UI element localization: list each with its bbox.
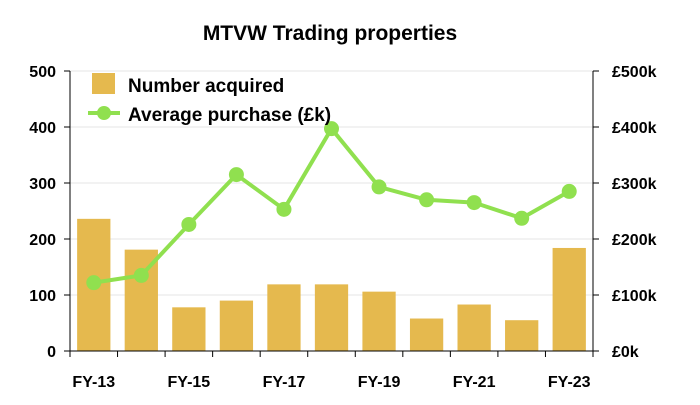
y-right-tick-label: £400k [612, 120, 657, 137]
y-right-tick-label: £300k [612, 176, 657, 193]
line-series [86, 121, 577, 291]
axes [64, 70, 599, 357]
legend-swatch-marker [97, 106, 111, 120]
bar [457, 304, 491, 351]
bar [409, 318, 444, 351]
bar-series [77, 218, 586, 351]
y-left-tick-label: 0 [47, 344, 56, 361]
y-right-tick-label: £500k [612, 64, 657, 81]
bar [219, 300, 254, 351]
bar [124, 249, 158, 351]
y-left-tick-label: 500 [29, 64, 56, 81]
x-tick-label: FY-19 [358, 374, 401, 391]
y-left-tick-label: 400 [29, 120, 56, 137]
y-right-tick-label: £0k [612, 344, 639, 361]
y-left-tick-label: 300 [29, 176, 56, 193]
chart-title: MTVW Trading properties [203, 22, 457, 45]
line-path [93, 126, 571, 285]
line-point [228, 167, 244, 183]
bar [172, 307, 206, 351]
x-tick-label: FY-21 [453, 374, 496, 391]
legend-label-line: Average purchase (£k) [128, 105, 331, 126]
x-tick-label: FY-23 [548, 374, 591, 391]
bar [314, 284, 349, 351]
y-right-tick-label: £200k [612, 232, 657, 249]
line-point [276, 201, 292, 217]
x-tick-label: FY-15 [168, 374, 211, 391]
line-point [466, 195, 482, 211]
legend-label-bars: Number acquired [128, 76, 284, 97]
x-tick-label: FY-13 [72, 374, 115, 391]
legend: Number acquired Average purchase (£k) [88, 73, 331, 126]
bar [552, 247, 586, 351]
line-point [324, 121, 339, 137]
line-point [371, 179, 387, 195]
bar [267, 284, 301, 351]
line-point [181, 216, 197, 232]
line-point [133, 267, 149, 283]
line-point [86, 275, 102, 291]
y-left-tick-label: 100 [29, 288, 56, 305]
line-point [419, 192, 435, 208]
bar [362, 291, 396, 351]
line-point [514, 210, 530, 226]
line-point [561, 183, 577, 199]
tick-labels: 0 100 200 300 400 500 £0k £100k £200k £300k £400k £… [29, 64, 656, 391]
legend-swatch-bars [92, 73, 115, 94]
y-right-tick-label: £100k [612, 288, 657, 305]
x-tick-label: FY-17 [263, 374, 306, 391]
gridlines [70, 70, 593, 296]
bar [505, 320, 539, 351]
y-left-tick-label: 200 [29, 232, 56, 249]
